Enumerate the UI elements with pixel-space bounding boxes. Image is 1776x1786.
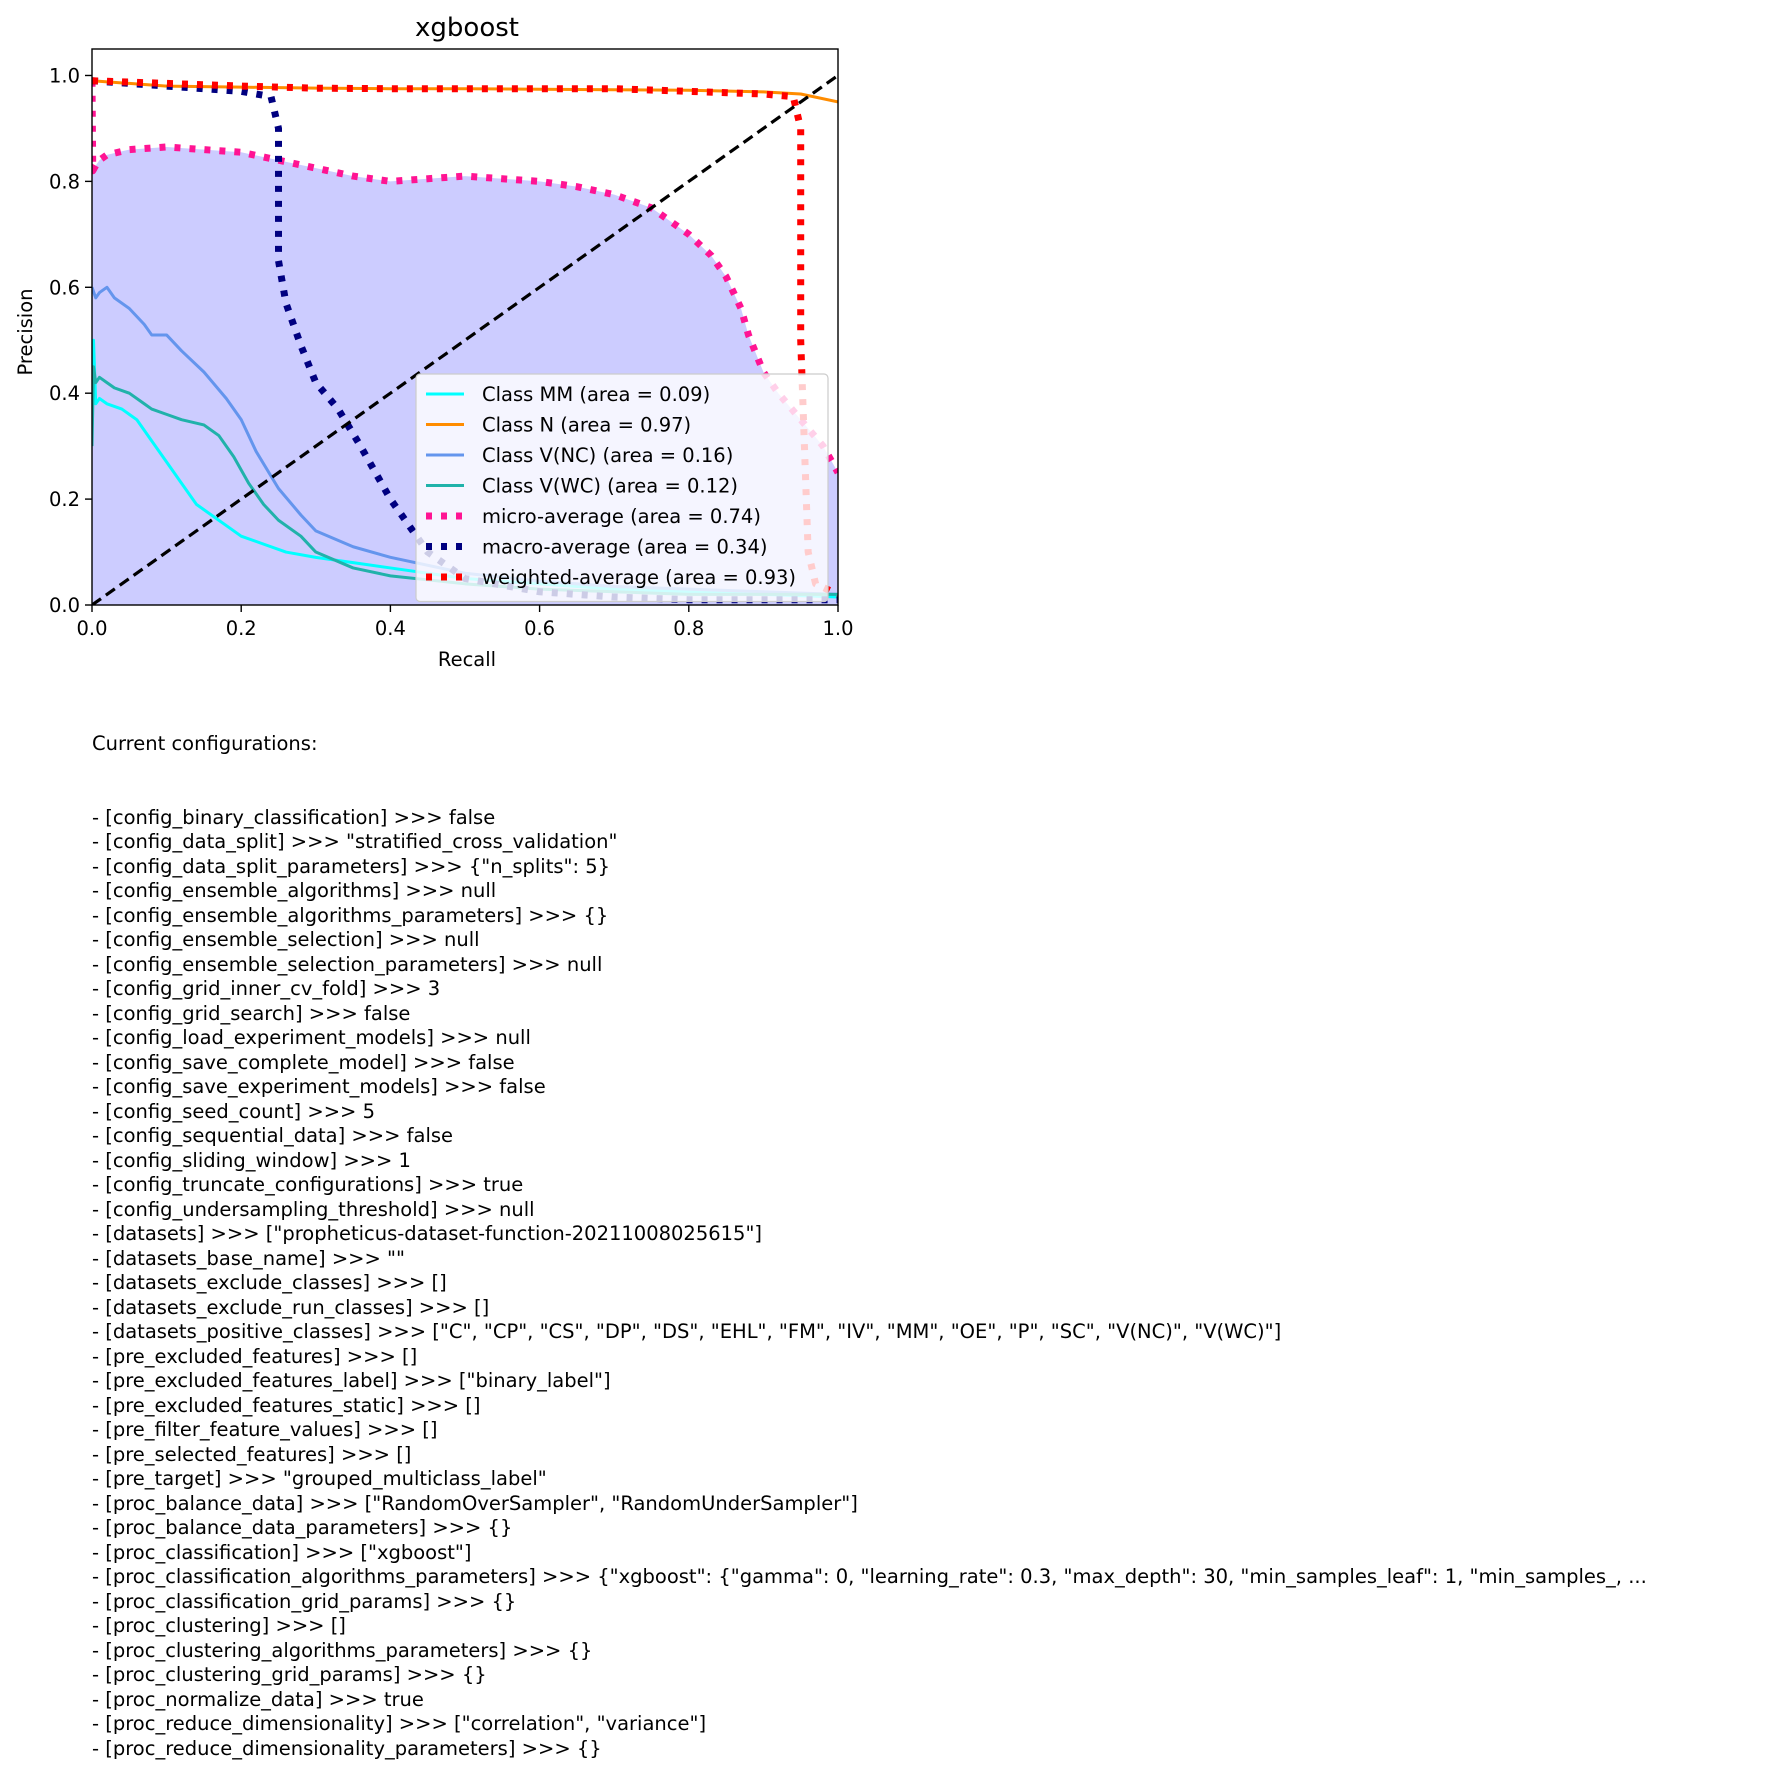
config-line: - [config_data_split_parameters] >>> {"n… [92, 854, 611, 878]
legend-entry: Class V(NC) (area = 0.16) [482, 444, 733, 467]
legend-box [415, 373, 829, 603]
config-line: - [config_load_experiment_models] >>> nu… [92, 1026, 531, 1049]
config-line: - [proc_classification_algorithms_parame… [92, 1565, 1647, 1588]
config-line: - [proc_classification_grid_params] >>> … [92, 1589, 517, 1613]
x-axis-label: Recall [438, 648, 496, 671]
config-line: - [proc_clustering] >>> [] [92, 1614, 346, 1637]
config-line: - [config_binary_classification] >>> fal… [92, 805, 496, 829]
config-line: - [datasets_exclude_classes] >>> [] [92, 1271, 447, 1294]
legend-entry: Class MM (area = 0.09) [482, 383, 710, 406]
config-line: - [config_save_complete_model] >>> false [92, 1050, 515, 1074]
series-line-5 [92, 77, 838, 604]
config-line: - [config_save_experiment_models] >>> fa… [92, 1075, 546, 1098]
config-line: - [datasets_base_name] >>> "" [92, 1246, 405, 1270]
config-line: - [config_grid_search] >>> false [92, 1001, 411, 1025]
config-listing: Current configurations: - [config_binary… [92, 683, 1647, 1786]
config-line: - [proc_clustering_grid_params] >>> {} [92, 1663, 487, 1686]
x-tick-label: 0.0 [76, 617, 107, 640]
config-line: - [datasets] >>> ["propheticus-dataset-f… [92, 1222, 763, 1245]
config-line: - [pre_target] >>> "grouped_multiclass_l… [92, 1467, 547, 1490]
x-tick-label: 0.8 [673, 617, 704, 640]
x-tick-label: 0.2 [226, 617, 257, 640]
y-tick-label: 0.6 [49, 276, 80, 299]
config-line: - [pre_excluded_features_label] >>> ["bi… [92, 1369, 611, 1392]
y-axis-label: Precision [14, 288, 37, 375]
config-line: - [config_seed_count] >>> 5 [92, 1099, 375, 1123]
config-line: - [proc_balance_data] >>> ["RandomOverSa… [92, 1491, 858, 1515]
config-line: - [config_sequential_data] >>> false [92, 1124, 454, 1147]
config-line: - [proc_reduce_dimensionality] >>> ["cor… [92, 1712, 707, 1735]
x-tick-label: 1.0 [822, 617, 853, 640]
y-tick-label: 0.0 [49, 594, 80, 617]
config-line: - [pre_excluded_features_static] >>> [] [92, 1393, 481, 1417]
x-tick-label: 0.4 [375, 617, 406, 640]
plot-frame [91, 48, 839, 606]
legend-entry: weighted-average (area = 0.93) [482, 566, 796, 589]
axes: 0.0 0.2 0.4 0.6 0.8 1.0 0.0 0.2 0.4 0.6 0.8 1.0 [49, 48, 854, 640]
legend-entry: Class V(WC) (area = 0.12) [482, 475, 738, 498]
config-line: - [config_data_split] >>> "stratified_cr… [92, 830, 618, 853]
chart-title: xgboost [415, 13, 519, 43]
x-tick-label: 0.6 [524, 617, 555, 640]
config-line: - [proc_reduce_dimensionality_parameters… [92, 1736, 602, 1760]
config-line: - [proc_clustering_algorithms_parameters… [92, 1638, 593, 1662]
config-line: - [proc_classification] >>> ["xgboost"] [92, 1540, 472, 1564]
config-line: - [config_grid_inner_cv_fold] >>> 3 [92, 977, 441, 1000]
config-lines: - [config_binary_classification] >>> fal… [92, 806, 1647, 1762]
config-line: - [datasets_exclude_run_classes] >>> [] [92, 1295, 490, 1319]
precision-recall-chart: xgboost 0.0 0.2 0.4 0.6 0.8 1.00.00.20.40.60.… [14, 13, 854, 671]
config-line: - [config_truncate_configurations] >>> t… [92, 1173, 524, 1196]
legend-entry: macro-average (area = 0.34) [482, 536, 767, 559]
config-line: - [proc_balance_data_parameters] >>> {} [92, 1516, 513, 1539]
series-line-6 [92, 77, 838, 598]
y-tick-label: 1.0 [49, 64, 80, 87]
y-tick-label: 0.2 [49, 488, 80, 511]
config-heading: Current configurations: [92, 732, 318, 755]
config-line: - [pre_excluded_features] >>> [] [92, 1344, 418, 1368]
config-line: - [config_ensemble_selection] >>> null [92, 928, 480, 951]
legend-entry: Class N (area = 0.97) [482, 414, 691, 437]
y-tick-label: 0.4 [49, 382, 80, 405]
config-line: - [config_ensemble_algorithms] >>> null [92, 879, 497, 902]
y-tick-label: 0.8 [49, 170, 80, 193]
config-line: - [datasets_positive_classes] >>> ["C", … [92, 1320, 1282, 1343]
legend: Class MM (area = 0.09) Class N (area = 0.… [415, 373, 829, 603]
config-line: - [pre_filter_feature_values] >>> [] [92, 1418, 438, 1441]
config-line: - [config_ensemble_selection_parameters]… [92, 952, 603, 976]
config-line: - [config_ensemble_algorithms_parameters… [92, 903, 609, 927]
config-line: - [pre_selected_features] >>> [] [92, 1442, 412, 1466]
config-line: - [config_sliding_window] >>> 1 [92, 1148, 411, 1172]
legend-entry: micro-average (area = 0.74) [482, 505, 761, 528]
config-line: - [proc_normalize_data] >>> true [92, 1687, 424, 1711]
config-line: - [config_undersampling_threshold] >>> n… [92, 1197, 535, 1221]
series-line-1 [92, 79, 838, 104]
